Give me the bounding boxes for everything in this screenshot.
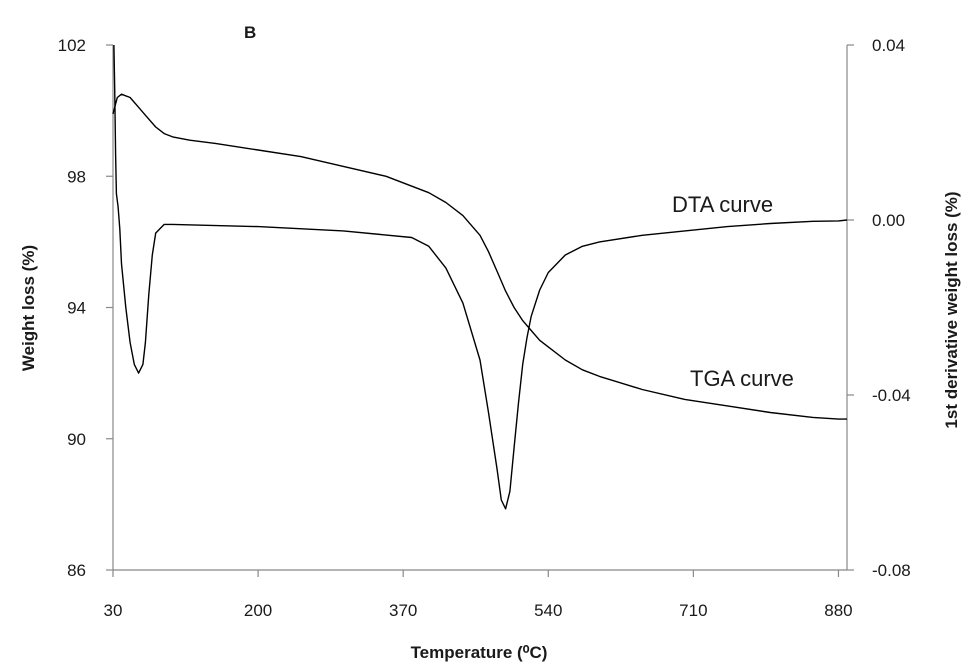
x-tick-label: 880 bbox=[824, 601, 852, 620]
y-right-tick-label: -0.08 bbox=[872, 561, 911, 580]
y-left-tick-label: 94 bbox=[67, 299, 86, 318]
y-left-tick-label: 86 bbox=[67, 561, 86, 580]
x-tick-label: 370 bbox=[389, 601, 417, 620]
x-tick-label: 200 bbox=[244, 601, 272, 620]
dta-curve-label: DTA curve bbox=[672, 192, 773, 217]
y-right-tick-label: -0.04 bbox=[872, 386, 911, 405]
plot-frame bbox=[112, 45, 848, 571]
y-right-tick-label: 0.00 bbox=[872, 211, 905, 230]
x-axis-title: Temperature (⁰C) bbox=[411, 643, 548, 662]
x-tick-label: 540 bbox=[534, 601, 562, 620]
dta-curve-line bbox=[113, 44, 848, 510]
y-left-tick-label: 90 bbox=[67, 430, 86, 449]
tga-curve-label: TGA curve bbox=[690, 366, 794, 391]
tick-labels: 30 200 370 540 710 880 86 90 94 98 102 -0.08 -0.04 0.… bbox=[58, 36, 911, 620]
left-y-axis-title: Weight loss (%) bbox=[19, 245, 38, 371]
y-left-tick-label: 102 bbox=[58, 36, 86, 55]
y-left-tick-label: 98 bbox=[67, 167, 86, 186]
right-y-axis-title: 1st derivative weight loss (%) bbox=[942, 191, 961, 428]
x-tick-label: 30 bbox=[104, 601, 123, 620]
series-layer bbox=[112, 44, 848, 510]
ticks bbox=[106, 44, 854, 577]
y-right-tick-label: 0.04 bbox=[872, 36, 905, 55]
tga-curve-line bbox=[112, 93, 847, 420]
x-tick-label: 710 bbox=[679, 601, 707, 620]
panel-label: B bbox=[244, 23, 256, 42]
